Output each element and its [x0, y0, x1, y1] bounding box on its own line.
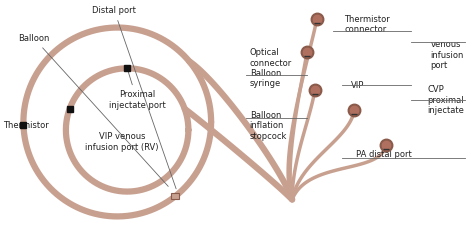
Text: VIP venous
infusion port (RV): VIP venous infusion port (RV) — [85, 132, 159, 152]
Text: Optical
connector
Balloon
syringe: Optical connector Balloon syringe — [250, 48, 292, 88]
Text: Thermistor
connector: Thermistor connector — [345, 15, 390, 34]
Text: CVP
proximal
injectate: CVP proximal injectate — [428, 85, 465, 115]
Text: Thermistor: Thermistor — [3, 121, 48, 130]
Text: Balloon
inflation
stopcock: Balloon inflation stopcock — [250, 111, 287, 141]
Text: PA distal port: PA distal port — [356, 150, 412, 159]
Text: Distal port: Distal port — [92, 6, 176, 189]
FancyBboxPatch shape — [171, 193, 179, 199]
Text: Balloon: Balloon — [18, 34, 168, 186]
Text: Proximal
injectate port: Proximal injectate port — [109, 71, 165, 109]
Text: venous
infusion
port: venous infusion port — [430, 40, 464, 70]
Text: VIP: VIP — [351, 81, 365, 90]
